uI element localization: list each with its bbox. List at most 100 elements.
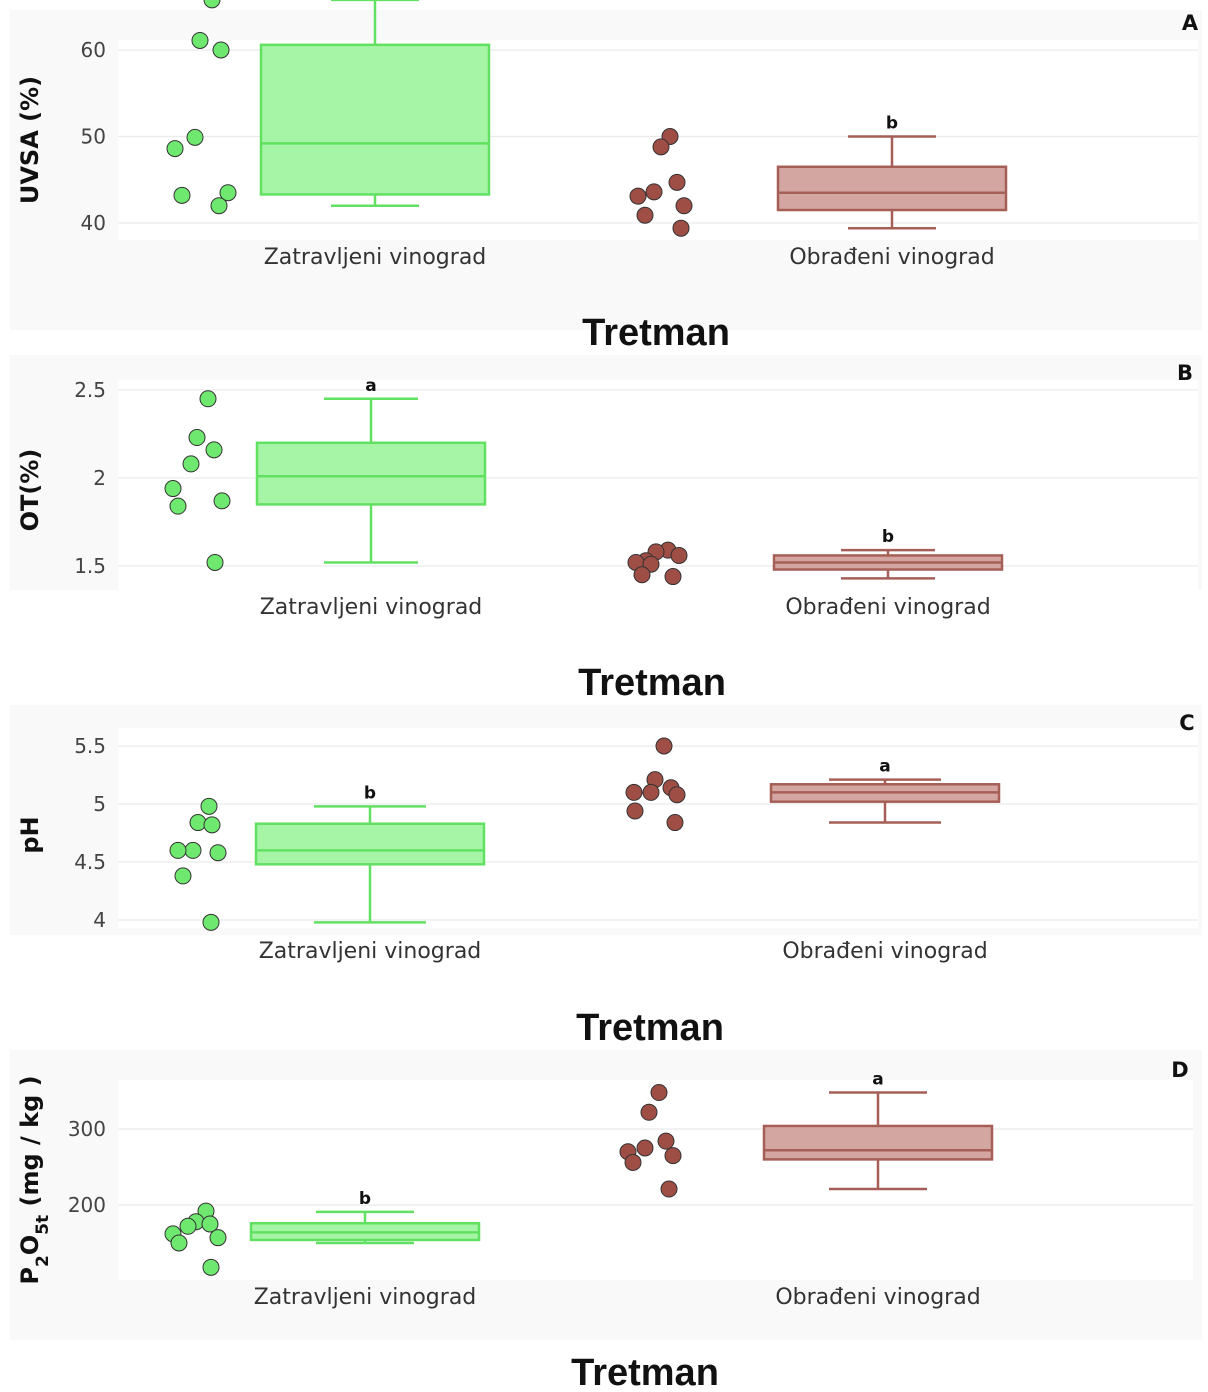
y-tick-label: 1.5 bbox=[74, 554, 106, 578]
data-point bbox=[201, 1215, 219, 1233]
data-point bbox=[642, 783, 660, 801]
box-iqr bbox=[776, 165, 1008, 212]
data-point bbox=[203, 816, 221, 834]
data-point bbox=[179, 1217, 197, 1235]
data-point bbox=[205, 441, 223, 459]
panel-tag: B bbox=[1177, 361, 1193, 385]
data-point bbox=[629, 187, 647, 205]
data-point bbox=[668, 786, 686, 804]
data-point bbox=[664, 568, 682, 586]
data-point bbox=[636, 206, 654, 224]
data-point bbox=[666, 814, 684, 832]
panel-tag: D bbox=[1171, 1058, 1188, 1082]
box-iqr bbox=[255, 441, 487, 506]
data-point bbox=[202, 1258, 220, 1276]
box-iqr bbox=[259, 43, 491, 196]
x-axis-title: Tretman bbox=[582, 312, 730, 354]
panel-tag: A bbox=[1182, 11, 1199, 35]
y-axis-title: pH bbox=[16, 816, 44, 853]
y-tick-label: 5 bbox=[93, 792, 106, 816]
significance-letter: a bbox=[872, 1070, 883, 1090]
box-obradeni: a bbox=[769, 757, 1001, 824]
data-point bbox=[664, 1147, 682, 1165]
data-point bbox=[625, 783, 643, 801]
box-obradeni: b bbox=[772, 527, 1004, 580]
y-tick-label: 60 bbox=[81, 38, 106, 62]
data-point bbox=[173, 186, 191, 204]
data-point bbox=[675, 197, 693, 215]
y-axis-title: OT(%) bbox=[16, 449, 44, 532]
x-category-label: Zatravljeni vinograd bbox=[264, 245, 487, 270]
data-point bbox=[650, 1084, 668, 1102]
y-axis-title: UVSA (%) bbox=[16, 76, 44, 204]
data-point bbox=[626, 802, 644, 820]
y-tick-label: 2 bbox=[93, 466, 106, 490]
significance-letter: b bbox=[359, 1189, 371, 1209]
data-point bbox=[633, 566, 651, 584]
data-point bbox=[206, 553, 224, 571]
x-category-label: Zatravljeni vinograd bbox=[259, 939, 482, 964]
x-category-label: Obrađeni vinograd bbox=[789, 245, 994, 270]
significance-letter: b bbox=[364, 783, 376, 803]
significance-letter: b bbox=[882, 527, 894, 547]
data-point bbox=[169, 497, 187, 515]
box-zatravljeni: a bbox=[255, 376, 487, 564]
y-tick-label: 300 bbox=[68, 1117, 106, 1141]
panel-a: 40 50 60 UVSA (%) Aa b Zatravljeni vinograd Obr… bbox=[10, 0, 1202, 354]
significance-letter: a bbox=[879, 757, 890, 777]
data-point bbox=[184, 841, 202, 859]
data-point bbox=[166, 140, 184, 158]
box-zatravljeni: b bbox=[249, 1189, 481, 1245]
x-category-label: Obrađeni vinograd bbox=[785, 595, 990, 620]
data-point bbox=[657, 1132, 675, 1150]
y-tick-label: 5.5 bbox=[74, 734, 106, 758]
data-point bbox=[203, 0, 221, 9]
x-category-label: Obrađeni vinograd bbox=[782, 939, 987, 964]
data-point bbox=[660, 1180, 678, 1198]
data-point bbox=[200, 797, 218, 815]
x-axis-title: Tretman bbox=[578, 662, 726, 704]
box-obradeni: b bbox=[776, 114, 1008, 230]
panel-d: 200 300 P2O5t (mg / kg ) Db a Zatravljeni vin… bbox=[10, 1050, 1202, 1392]
box-obradeni: a bbox=[762, 1070, 994, 1191]
y-tick-label: 4 bbox=[93, 908, 106, 932]
data-point bbox=[640, 1103, 658, 1121]
data-point bbox=[209, 844, 227, 862]
data-point bbox=[202, 913, 220, 931]
y-tick-label: 40 bbox=[81, 211, 106, 235]
significance-letter: b bbox=[886, 114, 898, 134]
data-point bbox=[652, 138, 670, 156]
box-iqr bbox=[762, 1124, 994, 1161]
data-point bbox=[169, 841, 187, 859]
panel-b: 1.5 2 2.5 OT(%) Ba b Zatravljeni vinograd Obrađ… bbox=[10, 355, 1202, 704]
data-point bbox=[670, 546, 688, 564]
x-category-label: Zatravljeni vinograd bbox=[254, 1285, 477, 1310]
x-axis-title: Tretman bbox=[576, 1007, 724, 1049]
data-point bbox=[655, 737, 673, 755]
data-point bbox=[213, 492, 231, 510]
x-category-label: Zatravljeni vinograd bbox=[260, 595, 483, 620]
data-point bbox=[186, 128, 204, 146]
data-point bbox=[189, 814, 207, 832]
y-tick-label: 2.5 bbox=[74, 378, 106, 402]
y-tick-label: 200 bbox=[68, 1193, 106, 1217]
data-point bbox=[219, 184, 237, 202]
box-iqr bbox=[254, 822, 486, 866]
data-point bbox=[191, 31, 209, 49]
significance-letter: a bbox=[365, 376, 376, 396]
data-point bbox=[188, 429, 206, 447]
box-zatravljeni: a bbox=[259, 0, 491, 207]
data-point bbox=[164, 480, 182, 498]
data-point bbox=[636, 1139, 654, 1157]
data-point bbox=[170, 1234, 188, 1252]
y-tick-label: 50 bbox=[81, 125, 106, 149]
data-point bbox=[209, 1229, 227, 1247]
data-point bbox=[668, 173, 686, 191]
data-point bbox=[199, 390, 217, 408]
data-point bbox=[174, 867, 192, 885]
box-zatravljeni: b bbox=[254, 783, 486, 924]
data-point bbox=[210, 197, 228, 215]
x-category-label: Obrađeni vinograd bbox=[775, 1285, 980, 1310]
panel-tag: C bbox=[1179, 711, 1194, 735]
